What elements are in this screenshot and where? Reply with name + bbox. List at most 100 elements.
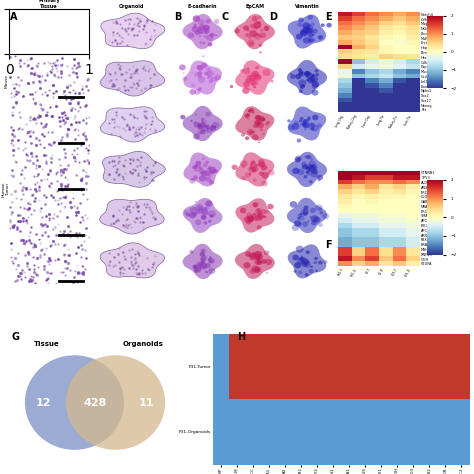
Circle shape	[203, 42, 205, 44]
Circle shape	[251, 160, 255, 164]
Circle shape	[208, 42, 212, 46]
Circle shape	[244, 216, 251, 222]
Circle shape	[198, 26, 204, 31]
Circle shape	[243, 81, 250, 87]
Circle shape	[193, 175, 198, 180]
Circle shape	[252, 80, 258, 85]
Circle shape	[256, 260, 262, 265]
Circle shape	[306, 167, 310, 170]
Circle shape	[241, 165, 245, 168]
Circle shape	[310, 171, 318, 178]
Circle shape	[246, 75, 251, 79]
Circle shape	[245, 33, 249, 37]
Circle shape	[254, 266, 261, 273]
Circle shape	[210, 77, 213, 80]
Circle shape	[201, 171, 205, 175]
Circle shape	[199, 124, 202, 127]
Circle shape	[202, 253, 205, 255]
Circle shape	[306, 164, 312, 170]
Circle shape	[209, 79, 213, 83]
Circle shape	[200, 211, 202, 214]
Title: EpCAM: EpCAM	[245, 4, 264, 9]
Circle shape	[320, 23, 325, 27]
Circle shape	[249, 74, 256, 81]
Circle shape	[327, 23, 332, 27]
Text: G: G	[12, 332, 20, 342]
Circle shape	[201, 120, 204, 123]
Circle shape	[197, 130, 202, 135]
Circle shape	[252, 169, 257, 173]
Circle shape	[309, 30, 313, 34]
Circle shape	[244, 114, 249, 118]
Circle shape	[315, 257, 318, 260]
Polygon shape	[235, 106, 274, 141]
Circle shape	[204, 170, 207, 173]
Circle shape	[303, 27, 310, 33]
Circle shape	[254, 120, 261, 126]
Circle shape	[257, 269, 260, 271]
Circle shape	[312, 34, 315, 36]
Circle shape	[251, 165, 259, 172]
Circle shape	[312, 39, 316, 42]
Circle shape	[301, 255, 303, 257]
Circle shape	[252, 265, 259, 272]
Circle shape	[311, 74, 315, 77]
Circle shape	[209, 166, 216, 173]
Circle shape	[243, 25, 249, 31]
Circle shape	[300, 30, 308, 36]
Circle shape	[288, 124, 295, 130]
Circle shape	[248, 36, 252, 39]
Circle shape	[184, 210, 189, 215]
Circle shape	[198, 166, 203, 170]
Circle shape	[306, 250, 310, 254]
Polygon shape	[100, 61, 164, 96]
Circle shape	[307, 220, 310, 222]
Circle shape	[257, 211, 262, 216]
Circle shape	[198, 75, 202, 78]
Circle shape	[240, 160, 247, 167]
Circle shape	[252, 131, 255, 134]
Text: E: E	[325, 12, 331, 22]
Polygon shape	[235, 198, 274, 233]
Circle shape	[188, 32, 194, 38]
Circle shape	[202, 157, 205, 160]
Circle shape	[204, 171, 210, 176]
Circle shape	[301, 258, 309, 264]
Circle shape	[194, 269, 199, 273]
Circle shape	[303, 122, 310, 128]
Circle shape	[257, 21, 261, 25]
Circle shape	[255, 74, 261, 80]
Circle shape	[302, 122, 307, 126]
Text: F: F	[325, 240, 331, 250]
Circle shape	[254, 74, 262, 81]
Circle shape	[248, 218, 253, 221]
Text: P25-O: P25-O	[405, 267, 412, 277]
Circle shape	[250, 271, 253, 273]
Circle shape	[305, 166, 310, 170]
Circle shape	[311, 90, 319, 96]
Circle shape	[210, 215, 213, 218]
Text: 11: 11	[138, 398, 154, 408]
Circle shape	[304, 71, 310, 77]
Circle shape	[260, 33, 266, 38]
Circle shape	[249, 73, 257, 80]
Circle shape	[195, 161, 201, 166]
Circle shape	[194, 89, 201, 95]
Circle shape	[294, 220, 301, 227]
Circle shape	[204, 36, 207, 38]
Circle shape	[190, 89, 196, 95]
Circle shape	[254, 164, 257, 167]
Circle shape	[255, 115, 262, 121]
Circle shape	[214, 74, 221, 81]
Circle shape	[189, 178, 195, 184]
Polygon shape	[288, 245, 326, 278]
Circle shape	[253, 203, 258, 207]
Circle shape	[200, 264, 202, 266]
Circle shape	[295, 74, 301, 79]
Circle shape	[290, 74, 296, 79]
Circle shape	[197, 65, 201, 69]
Circle shape	[200, 252, 205, 257]
Circle shape	[252, 134, 259, 140]
Circle shape	[255, 254, 258, 257]
Circle shape	[295, 155, 301, 161]
